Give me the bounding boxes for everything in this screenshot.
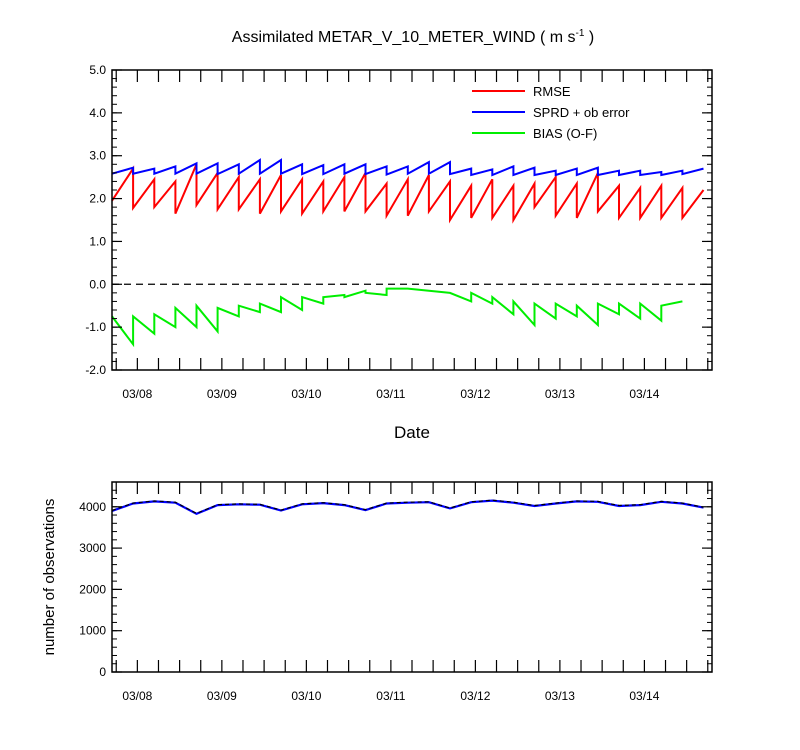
y-tick-label: 0 (99, 665, 106, 679)
chart-title-superscript: -1 (576, 28, 585, 39)
y-tick-label: -2.0 (85, 363, 106, 377)
chart-title-text: Assimilated METAR_V_10_METER_WIND ( m s (232, 29, 576, 46)
series-line-bias-o-f- (111, 287, 683, 348)
legend-label: RMSE (533, 84, 571, 99)
y-tick-label: -1.0 (85, 320, 106, 334)
x-tick-label: 03/11 (376, 689, 405, 703)
series-line-possible (111, 499, 704, 515)
plot-axes: 03/08 03/09 03/10 03/11 03/12 03/13 03/14 -2.0 -… (85, 63, 712, 401)
y-tick-label: 3.0 (89, 149, 106, 163)
x-tick-label: 03/12 (460, 387, 490, 401)
chart-title-suffix: ) (584, 29, 594, 46)
x-tick-label: 03/11 (376, 387, 405, 401)
x-axis-label: Date (394, 423, 430, 442)
y-tick-label: 2000 (79, 582, 106, 596)
legend: RMSE SPRD + ob error BIAS (O-F) (472, 84, 630, 141)
legend-label: BIAS (O-F) (533, 126, 597, 141)
y-tick-label: 1000 (79, 624, 106, 638)
x-tick-label: 03/08 (122, 689, 152, 703)
x-tick-label: 03/10 (291, 689, 321, 703)
x-tick-label: 03/12 (460, 689, 490, 703)
series-line-rmse (111, 163, 705, 224)
chart-title: Assimilated METAR_V_10_METER_WIND ( m s-… (232, 28, 594, 46)
plot-frame (111, 481, 713, 673)
x-tick-label: 03/14 (629, 689, 659, 703)
plot-series (111, 158, 705, 348)
y-tick-label: 0.0 (89, 277, 106, 291)
y-tick-label: 4000 (79, 500, 106, 514)
x-tick-label: 03/13 (545, 689, 575, 703)
y-tick-label: 1.0 (89, 234, 106, 248)
x-tick-label: 03/13 (545, 387, 575, 401)
legend-label: SPRD + ob error (533, 105, 630, 120)
y-tick-label: 5.0 (89, 63, 106, 77)
x-tick-label: 03/10 (291, 387, 321, 401)
plot-frame (111, 69, 713, 371)
y-axis-label: number of observations (41, 499, 58, 656)
x-tick-label: 03/14 (629, 387, 659, 401)
x-tick-label: 03/09 (207, 387, 237, 401)
y-tick-label: 2.0 (89, 192, 106, 206)
time-series-panel: Assimilated METAR_V_10_METER_WIND ( m s-… (85, 28, 713, 442)
plot-series (111, 499, 704, 516)
y-tick-label: 3000 (79, 541, 106, 555)
y-tick-label: 4.0 (89, 106, 106, 120)
plot-axes: 03/08 03/09 03/10 03/11 03/12 03/13 03/14 0 1000… (79, 481, 712, 703)
observation-count-panel: 03/08 03/09 03/10 03/11 03/12 03/13 03/14 0 1000… (41, 481, 713, 703)
series-line-sprd-ob-error (111, 158, 704, 177)
x-tick-label: 03/09 (207, 689, 237, 703)
x-tick-label: 03/08 (122, 387, 152, 401)
